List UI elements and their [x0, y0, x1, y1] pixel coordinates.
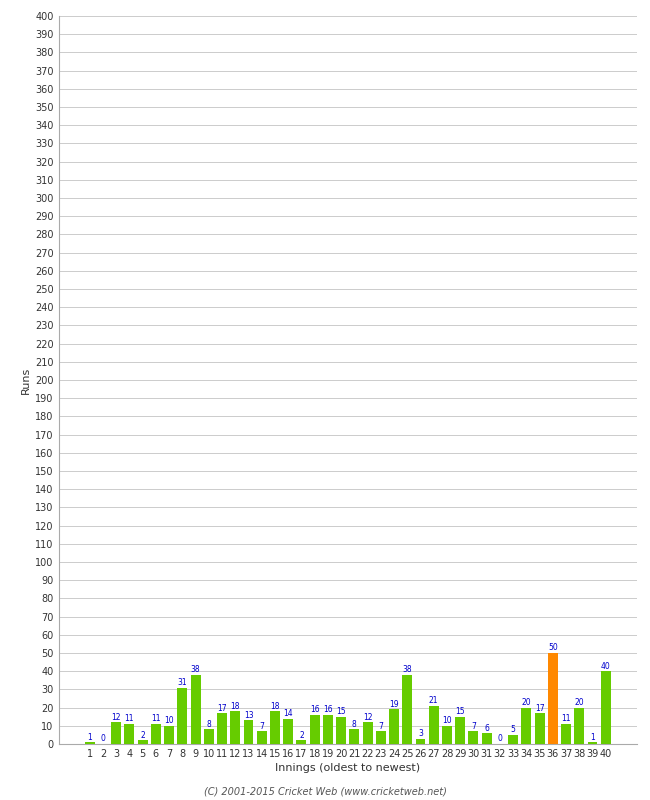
Text: 38: 38: [191, 666, 200, 674]
Text: 17: 17: [535, 703, 545, 713]
Text: 38: 38: [402, 666, 412, 674]
Bar: [415, 738, 426, 744]
Bar: [575, 707, 584, 744]
Text: 15: 15: [336, 707, 346, 716]
Text: 7: 7: [378, 722, 383, 730]
Bar: [138, 740, 148, 744]
X-axis label: Innings (oldest to newest): Innings (oldest to newest): [275, 763, 421, 773]
Bar: [244, 720, 254, 744]
Bar: [402, 675, 412, 744]
Text: 7: 7: [259, 722, 264, 730]
Bar: [204, 730, 214, 744]
Bar: [521, 707, 531, 744]
Bar: [257, 731, 266, 744]
Text: 15: 15: [456, 707, 465, 716]
Text: 20: 20: [575, 698, 584, 707]
Text: 21: 21: [429, 696, 439, 706]
Text: 12: 12: [111, 713, 121, 722]
Text: 20: 20: [521, 698, 531, 707]
Bar: [296, 740, 306, 744]
Text: 11: 11: [562, 714, 571, 723]
Text: 11: 11: [151, 714, 161, 723]
Text: 18: 18: [270, 702, 280, 710]
Bar: [190, 675, 201, 744]
Y-axis label: Runs: Runs: [21, 366, 31, 394]
Text: 10: 10: [442, 716, 452, 726]
Text: 0: 0: [497, 734, 502, 743]
Bar: [283, 718, 293, 744]
Bar: [469, 731, 478, 744]
Bar: [84, 742, 95, 744]
Bar: [230, 711, 240, 744]
Text: 16: 16: [323, 706, 333, 714]
Text: 8: 8: [352, 720, 357, 729]
Text: (C) 2001-2015 Cricket Web (www.cricketweb.net): (C) 2001-2015 Cricket Web (www.cricketwe…: [203, 786, 447, 796]
Text: 16: 16: [310, 706, 320, 714]
Bar: [309, 715, 320, 744]
Bar: [270, 711, 280, 744]
Bar: [389, 710, 399, 744]
Text: 17: 17: [217, 703, 227, 713]
Bar: [482, 733, 491, 744]
Bar: [336, 717, 346, 744]
Bar: [455, 717, 465, 744]
Bar: [151, 724, 161, 744]
Bar: [177, 687, 187, 744]
Text: 13: 13: [244, 710, 254, 720]
Text: 40: 40: [601, 662, 610, 670]
Text: 19: 19: [389, 700, 399, 709]
Text: 2: 2: [140, 731, 145, 740]
Bar: [323, 715, 333, 744]
Text: 8: 8: [207, 720, 211, 729]
Bar: [164, 726, 174, 744]
Bar: [588, 742, 597, 744]
Text: 12: 12: [363, 713, 372, 722]
Bar: [442, 726, 452, 744]
Text: 0: 0: [101, 734, 105, 743]
Text: 5: 5: [511, 726, 515, 734]
Text: 11: 11: [125, 714, 134, 723]
Bar: [508, 735, 518, 744]
Bar: [217, 713, 227, 744]
Text: 6: 6: [484, 723, 489, 733]
Text: 18: 18: [231, 702, 240, 710]
Bar: [548, 653, 558, 744]
Bar: [350, 730, 359, 744]
Bar: [376, 731, 386, 744]
Bar: [601, 671, 611, 744]
Text: 7: 7: [471, 722, 476, 730]
Bar: [561, 724, 571, 744]
Text: 1: 1: [87, 733, 92, 742]
Text: 3: 3: [418, 729, 423, 738]
Text: 2: 2: [299, 731, 304, 740]
Bar: [363, 722, 372, 744]
Bar: [429, 706, 439, 744]
Text: 31: 31: [177, 678, 187, 687]
Bar: [125, 724, 135, 744]
Text: 1: 1: [590, 733, 595, 742]
Bar: [535, 713, 545, 744]
Bar: [111, 722, 121, 744]
Text: 14: 14: [283, 709, 293, 718]
Text: 50: 50: [548, 643, 558, 653]
Text: 10: 10: [164, 716, 174, 726]
